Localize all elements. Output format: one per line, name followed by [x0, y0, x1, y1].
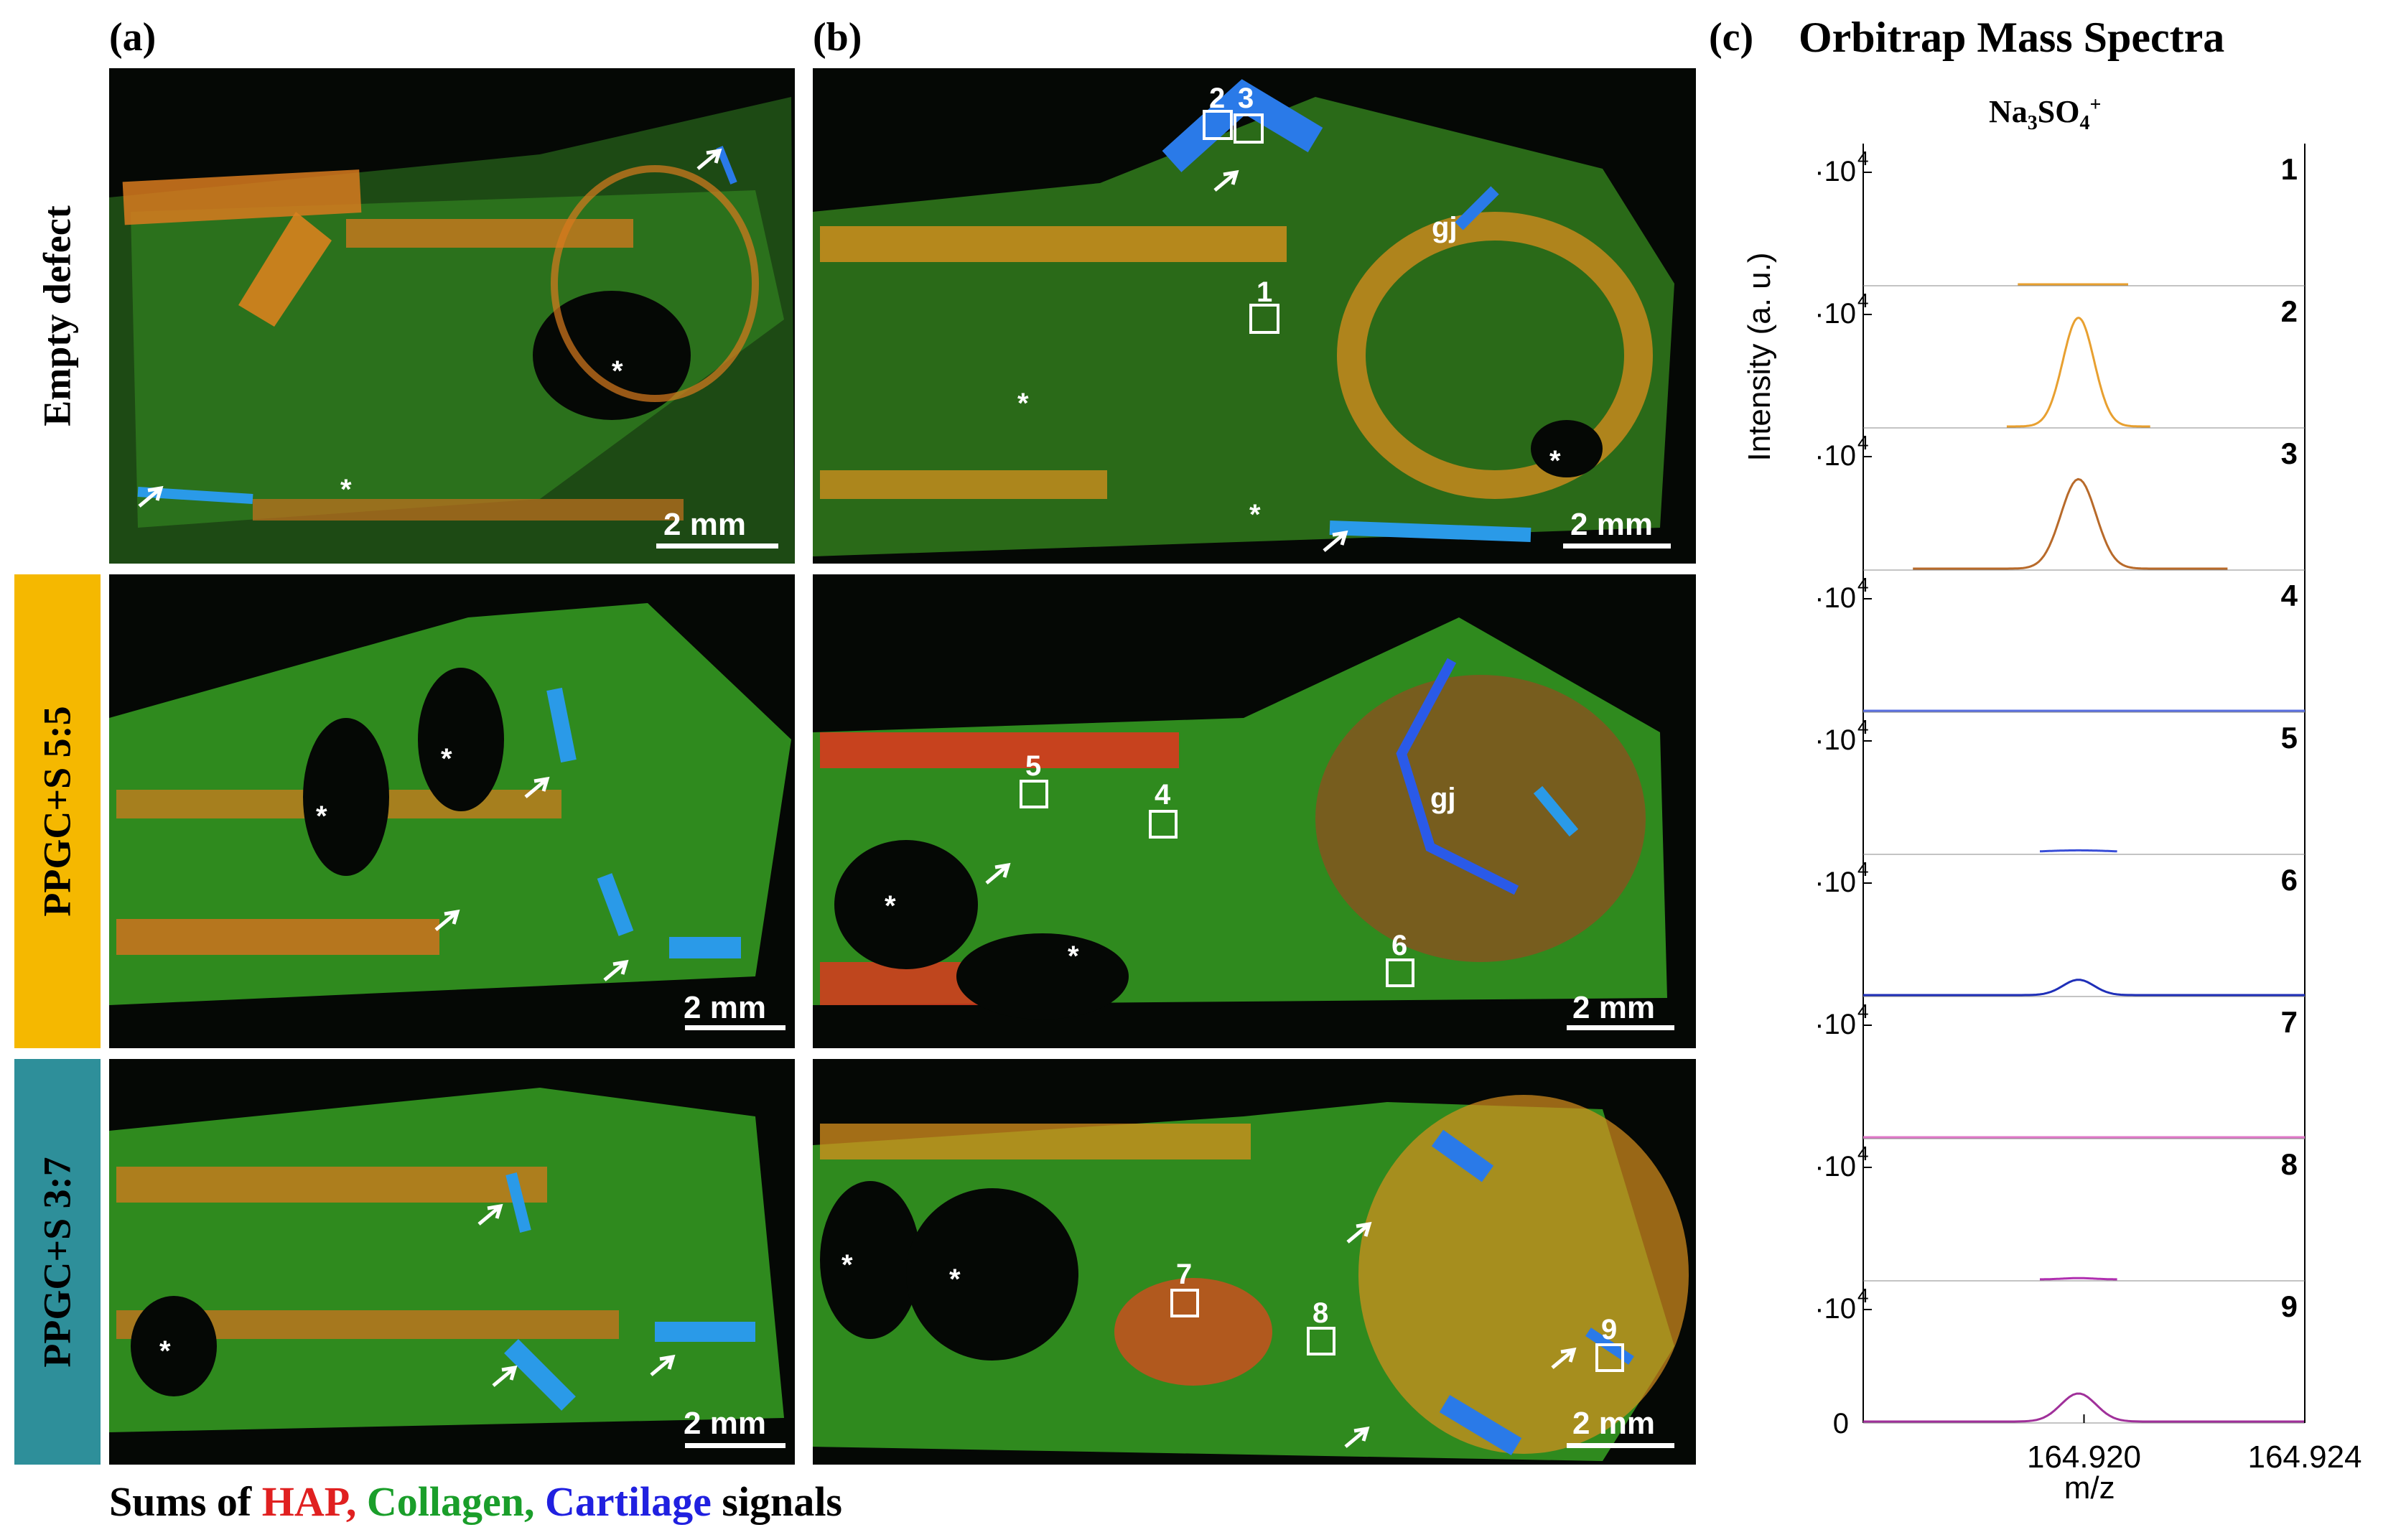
roi-2: 2 [1209, 83, 1225, 114]
image-a-row3: * 2 mm [109, 1059, 795, 1465]
series-number-9: 9 [2281, 1289, 2298, 1323]
scalebar-b2: 2 mm [1572, 990, 1655, 1025]
y-tick-label-6: ·10 [1814, 867, 1856, 898]
y-tick-exp-4: 4 [1857, 574, 1869, 596]
panel-label-a: (a) [109, 15, 157, 60]
spectrum-line-2 [2006, 317, 2150, 428]
y-tick-label-7: ·10 [1814, 1009, 1856, 1040]
ion-sub1: 3 [2027, 111, 2038, 134]
y-tick-label-5: ·10 [1814, 724, 1856, 756]
roi-9: 9 [1601, 1314, 1617, 1345]
y-tick-exp-5: 4 [1857, 716, 1869, 738]
asterisk-b1-1: * [1017, 388, 1029, 419]
spectra-chart: ·10 4 1·10 4 2·10 4 3·10 4 4·10 4 5·10 4 6·10 4 7·10 4 8… [1742, 144, 2362, 1506]
asterisk-a2-1: * [316, 801, 327, 832]
series-number-6: 6 [2281, 863, 2298, 897]
y-axis-label: Intensity (a. u.) [1742, 252, 1777, 461]
y-tick-exp-6: 4 [1857, 858, 1869, 880]
scalebar-a2: 2 mm [684, 990, 766, 1025]
legend-prefix: Sums of [109, 1478, 262, 1525]
label-gj-b2: gj [1430, 783, 1456, 814]
roi-1: 1 [1257, 276, 1272, 308]
roi-7: 7 [1176, 1259, 1192, 1290]
image-a-row2: * * 2 mm [109, 574, 795, 1048]
asterisk-b3-2: * [949, 1264, 961, 1295]
series-number-4: 4 [2281, 579, 2298, 612]
image-b-row3: 7 8 9 * * 2 mm [813, 1059, 1696, 1465]
scalebar-a3: 2 mm [684, 1406, 766, 1441]
asterisk-a1-1: * [612, 355, 623, 387]
y-tick-label-1: ·10 [1814, 156, 1856, 187]
y-tick-label-2: ·10 [1814, 298, 1856, 330]
legend-cartilage: Cartilage [544, 1478, 712, 1525]
y-tick-exp-9: 4 [1857, 1284, 1869, 1307]
spectrum-line-9 [1863, 1392, 2305, 1423]
asterisk-b2-2: * [1068, 941, 1079, 972]
roi-3: 3 [1238, 83, 1254, 114]
asterisk-a2-2: * [441, 743, 452, 775]
asterisk-b1-3: * [1549, 445, 1561, 477]
image-b-row2: 5 4 6 gj * * 2 mm [813, 574, 1696, 1048]
asterisk-a3-1: * [159, 1335, 171, 1367]
row-label-text-2: PPGC+S 3:7 [36, 1156, 80, 1368]
y-tick-exp-3: 4 [1857, 431, 1869, 454]
y-tick-exp-8: 4 [1857, 1142, 1869, 1165]
series-number-7: 7 [2281, 1005, 2298, 1039]
roi-4: 4 [1155, 779, 1171, 811]
legend-hap: HAP, [261, 1478, 357, 1525]
ion-label: Na3SO4+ [1989, 93, 2101, 135]
spectrum-line-3 [1913, 477, 2228, 570]
series-number-1: 1 [2281, 152, 2298, 186]
scalebar-a1: 2 mm [663, 507, 746, 542]
asterisk-b3-1: * [841, 1249, 853, 1281]
roi-6: 6 [1391, 930, 1407, 961]
asterisk-a1-2: * [340, 474, 352, 505]
x-tick-label-0: 164.920 [2027, 1439, 2141, 1475]
y-tick-exp-2: 4 [1857, 289, 1869, 312]
panel-label-b: (b) [813, 15, 862, 60]
label-gj-b1: gj [1432, 212, 1458, 243]
spectrum-line-5 [2040, 849, 2117, 853]
legend-collagen: Collagen, [366, 1478, 535, 1525]
y-tick-exp-1: 4 [1857, 147, 1869, 169]
y-zero-label: 0 [1833, 1408, 1849, 1439]
ion-sub2: 4 [2079, 111, 2090, 134]
roi-8: 8 [1313, 1297, 1328, 1329]
legend: Sums of HAP, Collagen, Cartilage signals [109, 1478, 842, 1526]
y-tick-label-9: ·10 [1814, 1293, 1856, 1325]
row-label-ppgc-55: PPGC+S 5:5 [14, 574, 101, 1048]
row-label-text-1: PPGC+S 5:5 [36, 706, 80, 917]
series-number-8: 8 [2281, 1147, 2298, 1181]
ion-mid: SO [2037, 94, 2080, 129]
y-tick-label-8: ·10 [1814, 1151, 1856, 1182]
x-tick-label-1: 164.924 [2247, 1439, 2362, 1475]
x-axis-label: m/z [2064, 1470, 2115, 1506]
y-tick-label-4: ·10 [1814, 582, 1856, 614]
image-a-row1: * * 2 mm [109, 68, 795, 564]
asterisk-b1-2: * [1249, 499, 1261, 531]
image-b-row1: 2 3 1 gj * * * 2 mm [813, 68, 1696, 564]
spectra-title: Orbitrap Mass Spectra [1799, 14, 2225, 61]
asterisk-b2-1: * [885, 890, 896, 922]
series-number-5: 5 [2281, 721, 2298, 755]
row-label-ppgc-37: PPGC+S 3:7 [14, 1059, 101, 1465]
row-label-empty-defect: Empty defect [14, 68, 101, 564]
spectrum-line-8 [2040, 1277, 2117, 1281]
panel-label-c: (c) [1709, 15, 1754, 60]
ion-main: Na [1989, 94, 2028, 129]
row-label-text-0: Empty defect [36, 205, 80, 426]
roi-5: 5 [1025, 750, 1041, 782]
ion-sup: + [2089, 93, 2102, 116]
spectrum-line-6 [1863, 979, 2305, 997]
scalebar-b3: 2 mm [1572, 1406, 1655, 1441]
legend-suffix: signals [711, 1478, 843, 1525]
y-tick-exp-7: 4 [1857, 1000, 1869, 1022]
y-tick-label-3: ·10 [1814, 440, 1856, 472]
series-number-2: 2 [2281, 294, 2298, 328]
series-number-3: 3 [2281, 437, 2298, 470]
scalebar-b1: 2 mm [1570, 507, 1653, 542]
